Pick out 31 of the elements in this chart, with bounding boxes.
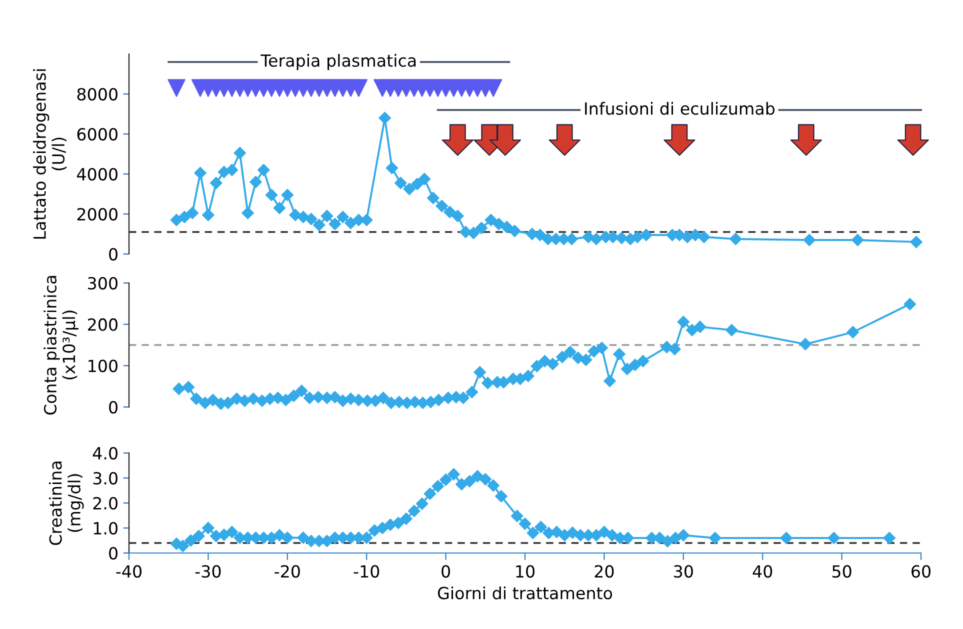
annotation: Terapia plasmatica [260,54,416,70]
y-axis-title: Conta piastrinica (x10³/µl) [44,276,78,415]
x-tick-label: 30 [674,565,693,578]
x-tick-label: 60 [912,565,930,578]
x-tick-label: 50 [832,565,852,578]
y-tick-label: 2000 [77,208,118,221]
y-tick-label: 4000 [76,168,118,181]
x-tick-label: -30 [195,565,221,578]
x-tick-label: 10 [516,565,534,578]
y-axis-title: Creatinina (mg/dl) [48,462,84,545]
annotation: Infusioni di eculizumab [585,102,775,115]
x-tick-label: 0 [442,565,450,578]
y-tick-label: 200 [88,318,118,331]
y-tick-label: 1.0 [94,522,118,535]
y-tick-label: 6000 [77,128,118,141]
x-axis-title: Giorni di trattamento [438,586,612,600]
x-tick-label: 40 [752,565,772,578]
y-tick-label: 0 [109,400,118,414]
y-tick-label: 0 [109,248,118,261]
x-tick-label: -40 [116,565,142,578]
y-tick-label: 0 [109,546,118,560]
y-tick-label: 100 [88,360,118,372]
y-tick-label: 300 [88,276,118,290]
y-tick-label: 4.0 [92,446,118,460]
x-tick-label: -10 [354,565,380,578]
y-tick-label: 8000 [77,88,118,101]
y-tick-label: 3.0 [93,472,118,485]
x-tick-label: 20 [594,565,614,578]
x-tick-label: -20 [274,565,300,578]
y-axis-title: Lattato deidrogenasi (U/l) [33,69,67,239]
y-tick-label: 2.0 [93,496,118,510]
